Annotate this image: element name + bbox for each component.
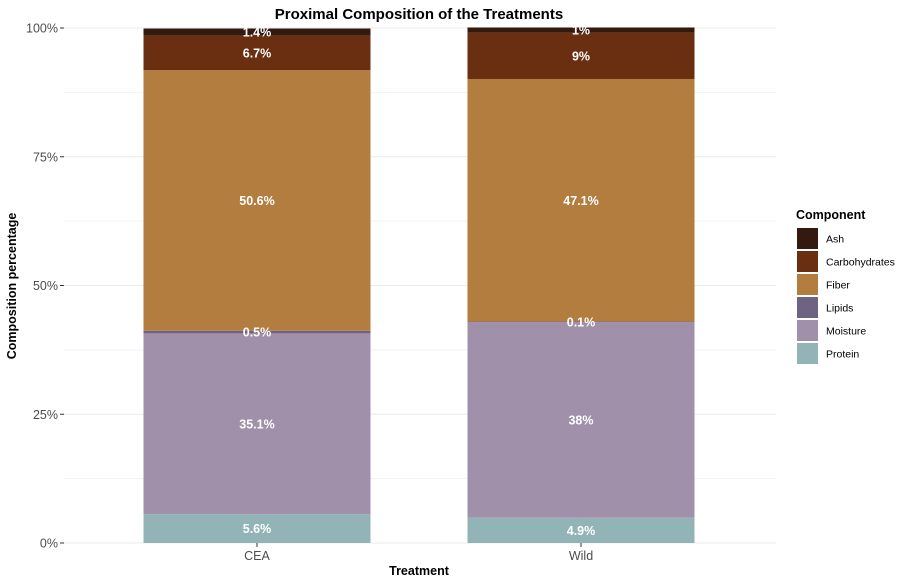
bar-segment-fiber xyxy=(143,70,371,331)
bar-segment-moisture xyxy=(143,333,371,515)
data-label: 35.1% xyxy=(239,417,274,431)
data-label: 1% xyxy=(572,24,590,38)
bar-segment-lipids xyxy=(467,321,695,323)
legend-swatch-moisture xyxy=(797,320,818,341)
data-label: 6.7% xyxy=(243,46,272,60)
bar-segment-fiber xyxy=(467,78,695,322)
y-tick-label: 50% xyxy=(33,279,58,293)
x-tick-label: Wild xyxy=(569,549,593,563)
y-axis-ticks: 0% 25% 50% 75% 100% xyxy=(26,22,64,551)
legend-swatch-lipids xyxy=(797,297,818,318)
legend-swatch-fiber xyxy=(797,274,818,295)
bars xyxy=(143,27,695,543)
legend-title: Component xyxy=(796,208,866,222)
data-label: 38% xyxy=(568,413,593,427)
y-tick-label: 0% xyxy=(40,537,58,551)
y-axis-title: Composition percentage xyxy=(5,213,19,360)
bar-segment-protein xyxy=(143,514,371,543)
bar-segment-carbohydrates xyxy=(143,35,371,71)
bar-segment-ash xyxy=(467,27,695,33)
legend-label: Ash xyxy=(826,234,844,246)
y-tick-label: 75% xyxy=(33,150,58,164)
legend-label: Carbohydrates xyxy=(826,257,895,269)
legend-swatch-ash xyxy=(797,228,818,249)
legend-label: Fiber xyxy=(826,280,850,292)
chart-title: Proximal Composition of the Treatments xyxy=(275,6,563,23)
segment-labels: 5.6% 35.1% 0.5% 50.6% 6.7% 1.4% 4.9% 38% 0.1% 47.… xyxy=(239,24,598,538)
legend: Component Ash Carbohydrates Fiber Lipids Moi… xyxy=(796,208,895,364)
x-axis-ticks: CEA Wild xyxy=(244,543,593,563)
legend-label: Protein xyxy=(826,349,859,361)
legend-swatch-protein xyxy=(797,343,818,364)
bar-segment-lipids xyxy=(143,330,371,334)
bar-segment-ash xyxy=(143,28,371,36)
y-tick-label: 25% xyxy=(33,408,58,422)
legend-label: Moisture xyxy=(826,326,866,338)
data-label: 0.5% xyxy=(243,326,272,340)
data-label: 50.6% xyxy=(239,194,274,208)
bar-segment-moisture xyxy=(467,322,695,518)
data-label: 0.1% xyxy=(567,315,596,329)
data-label: 47.1% xyxy=(563,194,598,208)
x-axis-title: Treatment xyxy=(389,564,450,578)
data-label: 1.4% xyxy=(243,26,272,40)
x-tick-label: CEA xyxy=(244,549,270,563)
bar-segment-protein xyxy=(467,517,695,543)
data-label: 4.9% xyxy=(567,524,596,538)
legend-swatch-carbohydrates xyxy=(797,251,818,272)
data-label: 9% xyxy=(572,49,590,63)
y-tick-label: 100% xyxy=(26,22,58,36)
legend-label: Lipids xyxy=(826,303,853,315)
data-label: 5.6% xyxy=(243,522,272,536)
bar-segment-carbohydrates xyxy=(467,32,695,79)
